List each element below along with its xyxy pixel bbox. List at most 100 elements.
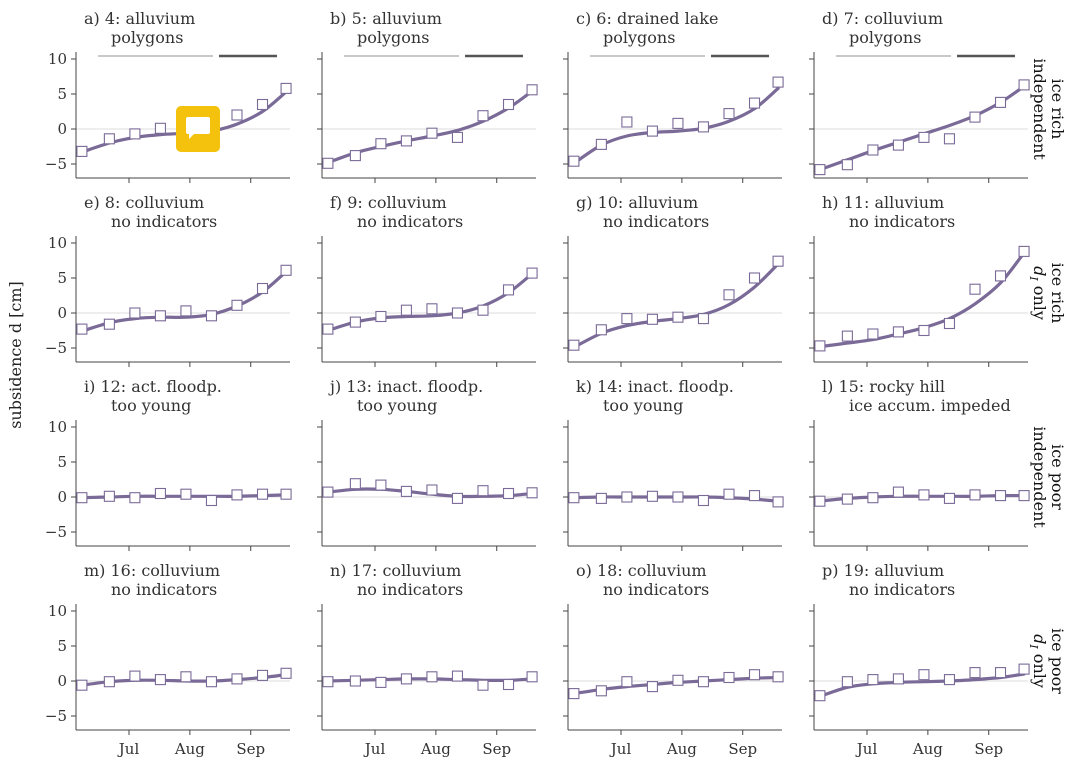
data-point: [867, 144, 879, 156]
data-point: [646, 681, 658, 693]
panel-subtitle: no indicators: [603, 212, 709, 231]
data-point: [918, 324, 930, 337]
panel-title: o) 18: colluvium: [576, 561, 707, 580]
panel-subtitle: ice accum. impeded: [849, 396, 1011, 415]
panel-subtitle: polygons: [849, 28, 921, 47]
data-point: [103, 318, 115, 330]
panel-subtitle: too young: [357, 396, 437, 415]
data-point: [154, 122, 166, 134]
panel-title: e) 8: colluvium: [84, 193, 204, 212]
data-point: [621, 491, 633, 503]
panel-title: c) 6: drained lake: [576, 9, 718, 28]
data-point: [1018, 663, 1030, 675]
fit-curve: [572, 86, 780, 165]
data-point: [451, 307, 464, 319]
chat-bubble-icon[interactable]: [176, 106, 220, 152]
panel-title: a) 4: alluvium: [84, 9, 195, 28]
y-tick-label: 10: [48, 50, 67, 68]
data-point: [451, 670, 464, 682]
y-tick-label: −5: [45, 155, 67, 173]
data-point: [568, 492, 580, 504]
data-point: [502, 487, 515, 500]
data-point: [918, 489, 930, 501]
data-point: [349, 150, 361, 162]
panel-subtitle: too young: [111, 396, 191, 415]
data-point: [129, 492, 141, 504]
panel-title: h) 11: alluvium: [822, 193, 944, 212]
data-point: [841, 493, 853, 505]
data-point: [621, 313, 633, 325]
data-point: [322, 157, 334, 169]
data-point: [892, 139, 904, 151]
panel-subtitle: too young: [603, 396, 683, 415]
data-point: [595, 685, 607, 697]
data-point: [672, 674, 684, 686]
data-point: [322, 323, 334, 335]
data-point: [231, 489, 243, 501]
data-point: [426, 671, 438, 683]
panel-subtitle: polygons: [111, 28, 183, 47]
data-point: [621, 116, 633, 128]
data-point: [867, 674, 879, 686]
data-point: [231, 299, 243, 311]
data-point: [205, 494, 218, 507]
data-point: [426, 127, 438, 139]
y-tick-label: −5: [45, 707, 67, 725]
panel-title: j) 13: inact. floodp.: [328, 377, 483, 396]
panel-subtitle: no indicators: [849, 212, 955, 231]
panel-title: m) 16: colluvium: [84, 561, 220, 580]
y-tick-label: −5: [45, 339, 67, 357]
data-point: [1018, 79, 1030, 91]
data-point: [969, 489, 981, 501]
data-point: [697, 494, 710, 507]
x-tick-label: Jul: [855, 740, 878, 758]
data-point: [349, 675, 361, 687]
data-point: [646, 125, 658, 137]
x-tick-label: Jul: [363, 740, 386, 758]
data-point: [723, 488, 735, 500]
data-point: [349, 478, 361, 490]
data-point: [154, 674, 166, 686]
data-point: [1018, 245, 1030, 257]
data-point: [568, 688, 580, 700]
data-point: [892, 486, 904, 498]
y-tick-label: 5: [57, 637, 67, 655]
data-point: [918, 669, 930, 681]
row-label-line1: ice poor: [1048, 628, 1067, 694]
data-point: [748, 490, 761, 502]
data-point: [1018, 490, 1030, 502]
data-point: [969, 283, 981, 295]
data-point: [697, 313, 710, 325]
data-point: [697, 676, 710, 688]
row-label-line1: ice rich: [1048, 79, 1067, 140]
data-point: [841, 330, 853, 342]
data-point: [103, 133, 115, 145]
data-point: [280, 488, 292, 500]
data-point: [969, 667, 981, 679]
data-point: [451, 492, 464, 504]
data-point: [943, 133, 956, 145]
x-tick-label: Aug: [666, 740, 697, 758]
data-point: [103, 490, 115, 502]
data-point: [375, 676, 387, 688]
data-point: [280, 264, 292, 276]
chat-bubble-shape: [186, 117, 210, 134]
y-tick-label: 0: [57, 488, 67, 506]
data-point: [672, 311, 684, 323]
panel-title: p) 19: alluvium: [822, 561, 944, 580]
data-point: [994, 270, 1007, 282]
panel-title: f) 9: colluvium: [330, 193, 447, 212]
data-point: [280, 82, 292, 94]
data-point: [814, 495, 826, 507]
panel-subtitle: no indicators: [603, 580, 709, 599]
